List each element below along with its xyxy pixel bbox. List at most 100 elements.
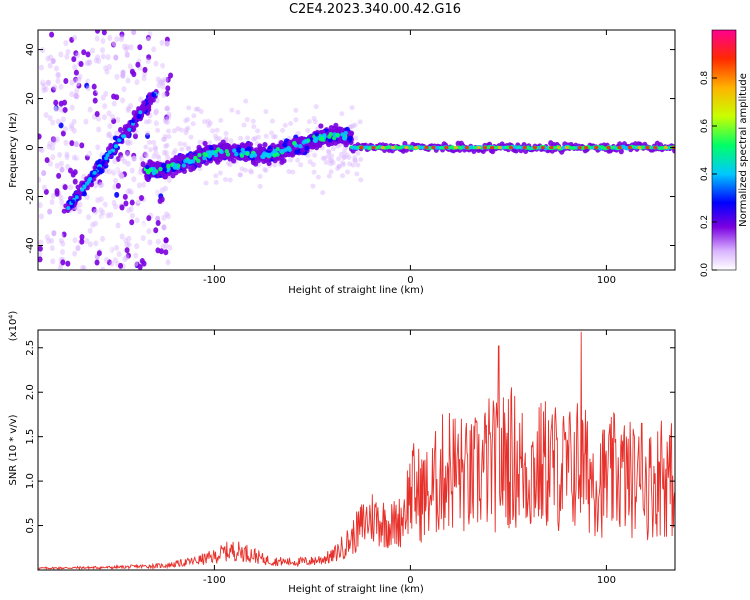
heatmap-cell <box>118 262 124 269</box>
heatmap-cell <box>164 118 170 125</box>
heatmap-cell <box>257 173 263 179</box>
heatmap-cell <box>282 142 288 148</box>
heatmap-cell <box>307 159 313 165</box>
heatmap-cell <box>277 143 283 149</box>
heatmap-cell <box>156 120 162 127</box>
heatmap-cell <box>142 151 148 158</box>
heatmap-cell <box>98 196 104 203</box>
heatmap-cell <box>93 130 99 137</box>
heatmap-cell <box>155 219 161 226</box>
heatmap-cell <box>126 105 132 112</box>
x-tick-label: 0 <box>407 575 413 586</box>
heatmap-cell <box>341 154 347 160</box>
heatmap-cell <box>137 44 143 51</box>
heatmap-cell <box>106 168 112 175</box>
heatmap-cell <box>121 43 127 50</box>
heatmap-cell <box>207 120 213 126</box>
y-tick-label: 20 <box>25 92 36 105</box>
heatmap-cell <box>177 141 183 147</box>
heatmap-cell <box>72 237 78 244</box>
heatmap-cell <box>125 149 131 156</box>
heatmap-cell <box>202 151 207 157</box>
x-tick-label: 0 <box>407 275 413 286</box>
heatmap-cell <box>236 146 242 153</box>
heatmap-cell <box>141 100 147 106</box>
heatmap-cell <box>62 106 68 113</box>
heatmap-cell <box>58 237 64 244</box>
heatmap-cell <box>103 167 109 174</box>
y-tick-label: -40 <box>25 237 36 253</box>
heatmap-cell <box>125 160 131 167</box>
heatmap-cell <box>81 49 87 56</box>
heatmap-cell <box>61 231 67 238</box>
heatmap-cell <box>106 265 112 270</box>
heatmap-cell <box>151 153 157 159</box>
heatmap-cell <box>73 50 79 57</box>
heatmap-cell <box>81 191 87 197</box>
heatmap-cell <box>92 90 98 97</box>
heatmap-cell <box>464 145 470 150</box>
bottom-plot-frame <box>37 329 676 571</box>
heatmap-cell <box>106 132 112 139</box>
heatmap-cell <box>238 135 244 141</box>
heatmap-cell <box>145 58 151 65</box>
heatmap-cell <box>314 132 319 137</box>
heatmap-cell <box>132 133 138 140</box>
heatmap-cell <box>124 254 130 261</box>
heatmap-cell <box>96 58 102 65</box>
y-tick-label: 0 <box>25 144 36 150</box>
heatmap-cell <box>122 193 128 200</box>
heatmap-cell <box>165 213 171 220</box>
heatmap-cell <box>148 147 154 153</box>
heatmap-cell <box>119 173 125 180</box>
heatmap-cell <box>197 152 202 158</box>
heatmap-cell <box>213 179 219 185</box>
heatmap-cell <box>131 155 137 162</box>
heatmap-cell <box>119 34 125 41</box>
heatmap-cell <box>358 177 364 183</box>
heatmap-cell <box>371 145 376 150</box>
heatmap-cell <box>129 199 135 206</box>
heatmap-cell <box>146 215 152 222</box>
heatmap-cell <box>164 142 170 148</box>
heatmap-cell <box>357 119 363 125</box>
heatmap-cell <box>125 77 131 84</box>
heatmap-cell <box>51 136 57 143</box>
heatmap-cell <box>81 159 87 166</box>
colorbar-tick-label: 0.8 <box>700 71 710 86</box>
heatmap-cell <box>124 139 130 146</box>
heatmap-cell <box>549 145 554 150</box>
heatmap-cell <box>476 145 482 150</box>
heatmap-cell <box>115 155 121 162</box>
heatmap-cell <box>52 105 58 112</box>
heatmap-cell <box>53 99 59 106</box>
heatmap-cell <box>71 118 77 125</box>
heatmap-cell <box>108 142 114 148</box>
heatmap-cell <box>136 113 142 119</box>
heatmap-cell <box>489 145 495 150</box>
heatmap-cell <box>343 130 348 136</box>
heatmap-cell <box>190 121 196 127</box>
heatmap-cell <box>162 185 168 192</box>
heatmap-cell <box>96 115 102 122</box>
heatmap-cell <box>103 65 109 72</box>
heatmap-cell <box>202 119 208 125</box>
heatmap-cell <box>84 154 90 161</box>
heatmap-cell <box>244 117 250 123</box>
heatmap-cell <box>191 113 197 119</box>
heatmap-cell <box>141 75 147 82</box>
heatmap-cell <box>352 155 358 161</box>
heatmap-cell <box>77 201 83 208</box>
heatmap-cell <box>151 140 157 146</box>
heatmap-cell <box>83 118 89 125</box>
heatmap-cell <box>41 84 47 91</box>
heatmap-cell <box>255 134 261 140</box>
heatmap-cell <box>53 106 59 113</box>
heatmap-cell <box>58 106 64 113</box>
heatmap-cell <box>160 79 166 86</box>
heatmap-cell <box>38 213 44 220</box>
heatmap-cell <box>69 235 75 242</box>
x-tick-label: 100 <box>597 275 616 286</box>
heatmap-cell <box>136 182 142 189</box>
heatmap-cell <box>232 148 237 153</box>
